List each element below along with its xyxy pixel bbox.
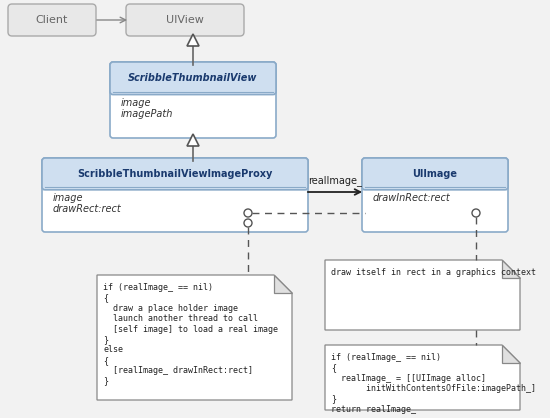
Polygon shape — [325, 260, 520, 330]
Polygon shape — [502, 345, 520, 363]
Text: ScribbleThumbnailView: ScribbleThumbnailView — [128, 73, 258, 83]
Text: draw itself in rect in a graphics context: draw itself in rect in a graphics contex… — [331, 268, 536, 277]
Polygon shape — [187, 34, 199, 46]
FancyBboxPatch shape — [362, 158, 508, 190]
Polygon shape — [502, 260, 520, 278]
Circle shape — [244, 209, 252, 217]
FancyBboxPatch shape — [110, 62, 276, 138]
Text: UIImage: UIImage — [412, 169, 458, 179]
Text: drawInRect:rect: drawInRect:rect — [373, 193, 451, 203]
Circle shape — [472, 209, 480, 217]
Text: if (realImage_ == nil)
{
  realImage_ = [[UIImage alloc]
       initWithContents: if (realImage_ == nil) { realImage_ = [[… — [331, 353, 536, 414]
Text: UIView: UIView — [166, 15, 204, 25]
Polygon shape — [97, 275, 292, 400]
FancyBboxPatch shape — [126, 4, 244, 36]
Text: realImage_: realImage_ — [308, 175, 362, 186]
Text: image
imagePath: image imagePath — [121, 97, 173, 119]
FancyBboxPatch shape — [42, 158, 308, 190]
Polygon shape — [274, 275, 292, 293]
FancyBboxPatch shape — [42, 158, 308, 232]
Text: ScribbleThumbnailViewImageProxy: ScribbleThumbnailViewImageProxy — [78, 169, 273, 179]
FancyBboxPatch shape — [362, 158, 508, 232]
FancyBboxPatch shape — [8, 4, 96, 36]
Text: image
drawRect:rect: image drawRect:rect — [53, 193, 122, 214]
Polygon shape — [325, 345, 520, 410]
Text: if (realImage_ == nil)
{
  draw a place holder image
  launch another thread to : if (realImage_ == nil) { draw a place ho… — [103, 283, 278, 385]
Circle shape — [244, 219, 252, 227]
Text: Client: Client — [36, 15, 68, 25]
Polygon shape — [187, 134, 199, 146]
FancyBboxPatch shape — [110, 62, 276, 94]
